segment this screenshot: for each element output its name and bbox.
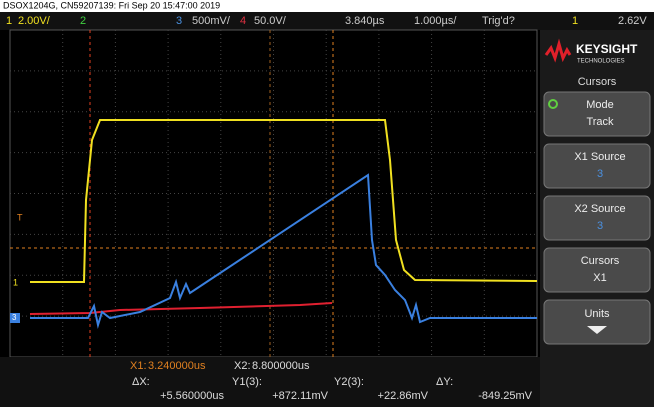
brand: KEYSIGHT	[576, 42, 638, 56]
ch2-num: 2	[80, 15, 86, 27]
time-delay: 3.840µs	[345, 15, 385, 27]
x2-value: 8.800000us	[252, 360, 310, 372]
button-label: X2 Source	[574, 203, 625, 215]
y2-label: Y2(3):	[334, 376, 364, 388]
status-bar	[0, 12, 654, 30]
ch4-scale: 50.0V/	[254, 15, 287, 27]
ch3-scale: 500mV/	[192, 15, 231, 27]
ch1-marker: 1	[13, 277, 18, 287]
ch3-num: 3	[176, 15, 182, 27]
time-scale: 1.000µs/	[414, 15, 457, 27]
plot-area	[10, 30, 537, 357]
dy-value: -849.25mV	[478, 390, 532, 402]
button-label: Cursors	[581, 255, 620, 267]
ch4-num: 4	[240, 15, 246, 27]
x1-value: 3.240000us	[148, 360, 206, 372]
ch3-marker: 3	[12, 313, 17, 322]
x2-label: X2:	[234, 360, 251, 372]
scope-screen: DSOX1204G, CN59207139: Fri Sep 20 15:47:…	[0, 0, 654, 407]
y2-value: +22.86mV	[378, 390, 429, 402]
y1-value: +872.11mV	[272, 390, 328, 402]
trigger-state: Trig'd?	[482, 15, 515, 27]
y1-label: Y1(3):	[232, 376, 262, 388]
button-value: 3	[597, 220, 603, 232]
ch1-scale: 2.00V/	[18, 15, 51, 27]
x1-label: X1:	[130, 360, 147, 372]
header-title: DSOX1204G, CN59207139: Fri Sep 20 15:47:…	[3, 0, 220, 10]
dy-label: ΔY:	[436, 376, 453, 388]
ch1-num: 1	[6, 15, 12, 27]
button-label: X1 Source	[574, 151, 625, 163]
dx-label: ΔX:	[132, 376, 150, 388]
trigger-marker: T	[17, 212, 23, 222]
dx-value: +5.560000us	[160, 390, 224, 402]
button-label: Mode	[586, 99, 614, 111]
button-label: Units	[584, 308, 610, 320]
softkey-button[interactable]	[544, 300, 650, 344]
brand-sub: TECHNOLOGIES	[577, 59, 625, 65]
button-value: X1	[593, 272, 606, 284]
button-value: 3	[597, 168, 603, 180]
menu-title: Cursors	[578, 76, 617, 88]
trigger-source: 1	[572, 15, 578, 27]
trigger-level: 2.62V	[618, 15, 647, 27]
button-value: Track	[586, 116, 614, 128]
